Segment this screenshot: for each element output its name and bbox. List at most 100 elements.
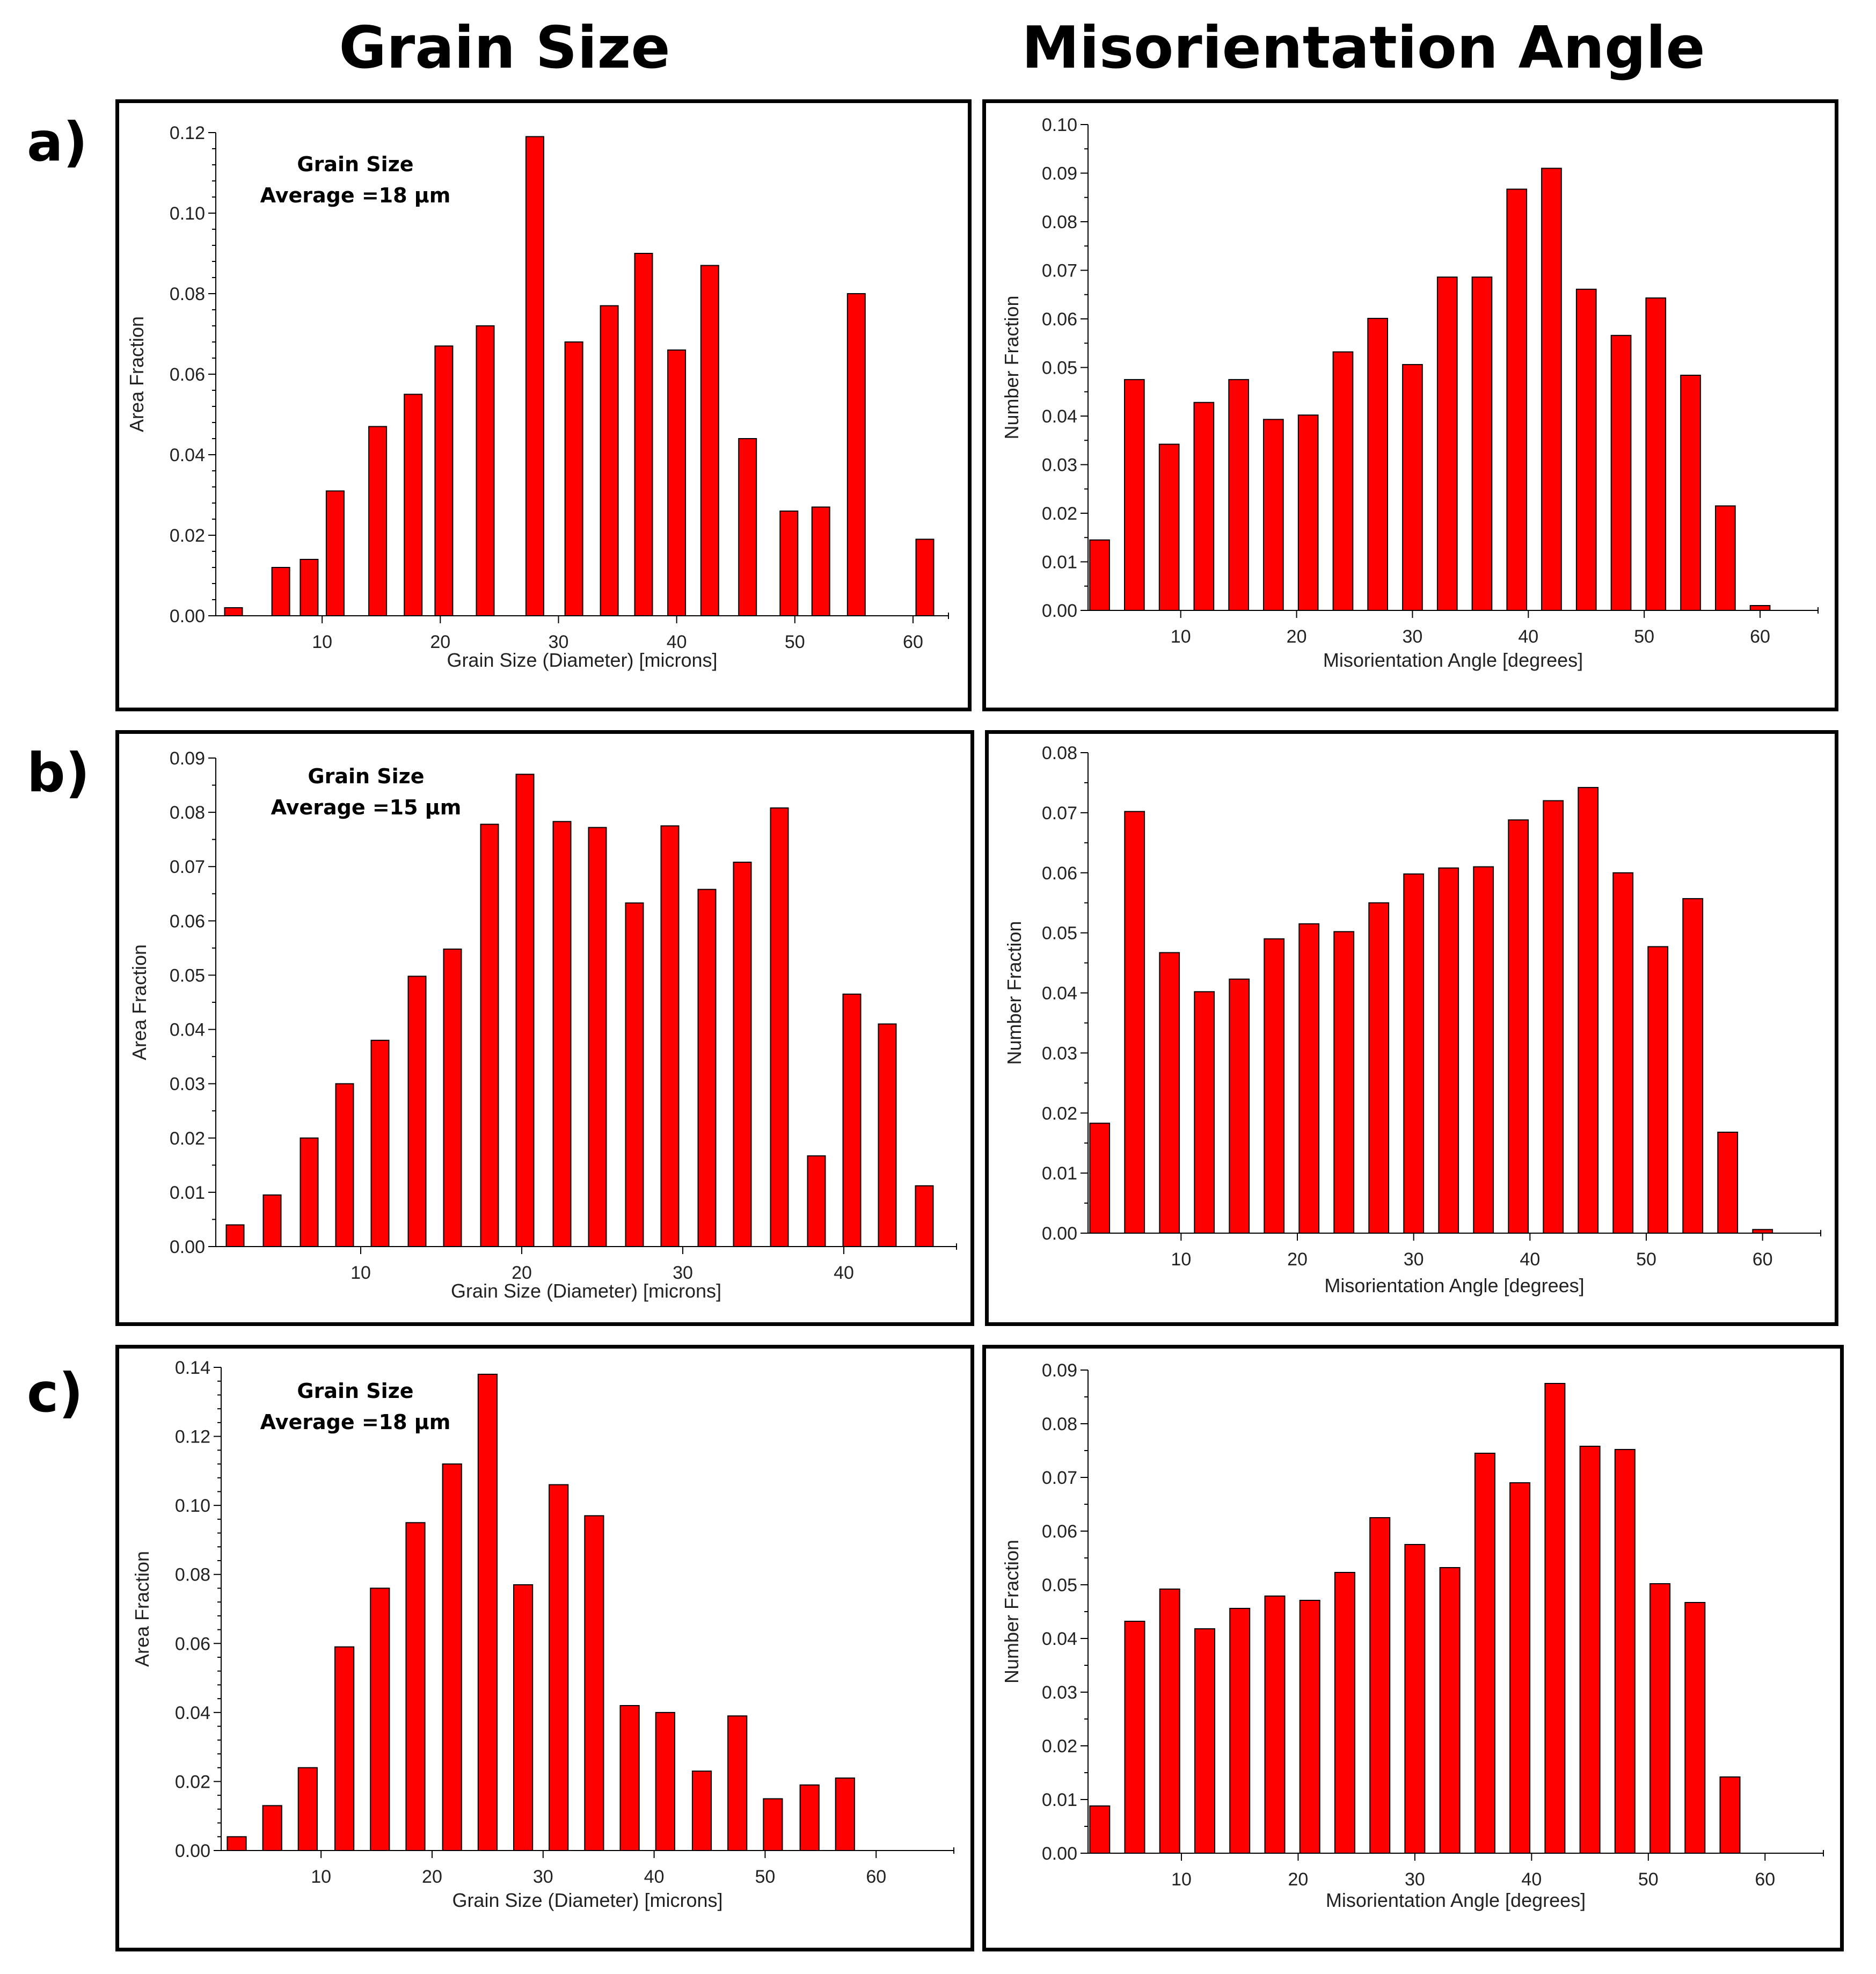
y-tick-label: 0.04 [1042,1629,1077,1649]
x-tick-label: 40 [1520,1249,1540,1270]
panel-b-grain-size: 0.00 0.01 0.02 0.03 0.04 0.05 0.06 0.07 0.08 0.09… [115,730,974,1326]
x-tick-label: 60 [866,1867,886,1887]
y-tick-label: 0.02 [170,1128,205,1149]
bar [1158,443,1180,611]
bar [1333,931,1355,1234]
y-tick-label: 0.01 [1042,1790,1077,1810]
bar [846,293,866,616]
y-tick-label: 0.03 [170,1074,205,1095]
bar [1404,1544,1426,1854]
y-tick-label: 0.01 [1042,552,1077,573]
bar [1579,1446,1601,1854]
bar [738,438,757,616]
y-tick-label: 0.04 [1042,984,1077,1004]
y-tick-label: 0.14 [175,1358,210,1378]
x-tick-label: 60 [1750,627,1770,647]
y-tick-label: 0.12 [170,123,205,143]
bar [779,511,799,616]
y-tick-label: 0.06 [170,365,205,385]
y-tick-label: 0.10 [170,203,205,224]
bar [1717,1132,1739,1234]
y-axis-label: Area Fraction [131,1551,153,1667]
panel-a-misorientation: 0.00 0.01 0.02 0.03 0.04 0.05 0.06 0.07 0.08 0.09… [982,99,1838,711]
bar [1228,379,1249,611]
y-tick-label: 0.06 [175,1634,210,1654]
x-tick-label: 10 [1171,1869,1192,1890]
bar [552,821,572,1248]
x-tick-label: 20 [430,632,450,652]
bar [799,1784,820,1852]
bar [1263,419,1284,611]
bar [334,1646,355,1851]
y-tick-label: 0.08 [170,284,205,304]
x-axis-label: Misorientation Angle [degrees] [1326,1889,1586,1911]
annotation-line1: Grain Size [297,1379,414,1403]
x-tick-label: 20 [1288,1869,1309,1890]
y-tick-label: 0.05 [1042,358,1077,378]
x-tick-label: 30 [533,1867,553,1887]
bar [915,538,935,616]
bar [434,345,454,616]
y-tick-label: 0.08 [1042,1414,1077,1434]
bar [1749,605,1771,611]
y-tick-label: 0.05 [1042,1575,1077,1596]
y-axis-label: Area Fraction [126,316,148,432]
y-tick-label: 0.05 [1042,923,1077,944]
bar [1264,938,1285,1234]
bar [1124,379,1145,611]
y-tick-label: 0.09 [1042,1360,1077,1381]
bar [1752,1229,1773,1234]
bar [697,888,717,1247]
y-tick-label: 0.09 [1042,164,1077,184]
chart-a-grain-size: 0.00 0.02 0.04 0.06 0.08 0.10 0.12 10 20 30 40 50 60… [126,123,949,671]
y-tick-label: 0.06 [170,911,205,931]
row-label-c: c) [27,1361,83,1424]
chart-b-misorientation: 0.00 0.01 0.02 0.03 0.04 0.05 0.06 0.07 0.08 10 20… [1003,743,1821,1296]
bar [1471,276,1493,611]
x-tick-label: 60 [1755,1869,1775,1890]
bar [1194,1628,1215,1854]
bar [476,325,495,616]
bar [1645,297,1667,611]
bar [262,1194,282,1248]
bar [1299,1600,1320,1854]
bar [1575,288,1597,611]
bar [325,490,345,616]
x-tick-label: 10 [1171,1249,1191,1270]
x-tick-label: 10 [312,632,332,652]
x-tick-label: 60 [903,632,923,652]
bar [1089,1123,1111,1234]
y-tick-label: 0.02 [1042,1736,1077,1757]
bar [588,827,607,1247]
bar [442,1463,462,1851]
bar [770,807,789,1247]
y-tick-label: 0.00 [170,1237,205,1257]
grain-size-average-annotation-c: Grain Size Average =18 µm [253,1375,457,1438]
x-tick-label: 40 [1521,1869,1542,1890]
panel-a-grain-size: 0.00 0.02 0.04 0.06 0.08 0.10 0.12 10 20 30 40 50 60… [115,99,972,711]
bar [1715,505,1736,611]
y-tick-label: 0.01 [1042,1163,1077,1184]
y-tick-label: 0.00 [1042,1844,1077,1864]
bar [1541,167,1562,611]
y-tick-label: 0.02 [170,526,205,546]
y-tick-label: 0.12 [175,1427,210,1447]
bar [1124,1621,1145,1854]
bar [271,567,290,616]
grain-size-header: Grain Size [339,14,670,82]
y-tick-label: 0.00 [1042,1223,1077,1244]
annotation-line2: Average =15 µm [271,796,462,819]
x-tick-label: 40 [1518,627,1538,647]
bar [1159,952,1180,1234]
x-axis-label: Grain Size (Diameter) [microns] [452,1889,722,1911]
y-tick-label: 0.05 [170,965,205,986]
annotation-line2: Average =18 µm [260,184,451,207]
y-tick-label: 0.10 [175,1496,210,1516]
bar [225,1224,245,1247]
bar [619,1705,640,1851]
bar [1438,867,1459,1234]
bar [1680,375,1701,611]
bar [1368,902,1390,1234]
bar [1612,872,1634,1234]
bar [1509,1482,1531,1854]
